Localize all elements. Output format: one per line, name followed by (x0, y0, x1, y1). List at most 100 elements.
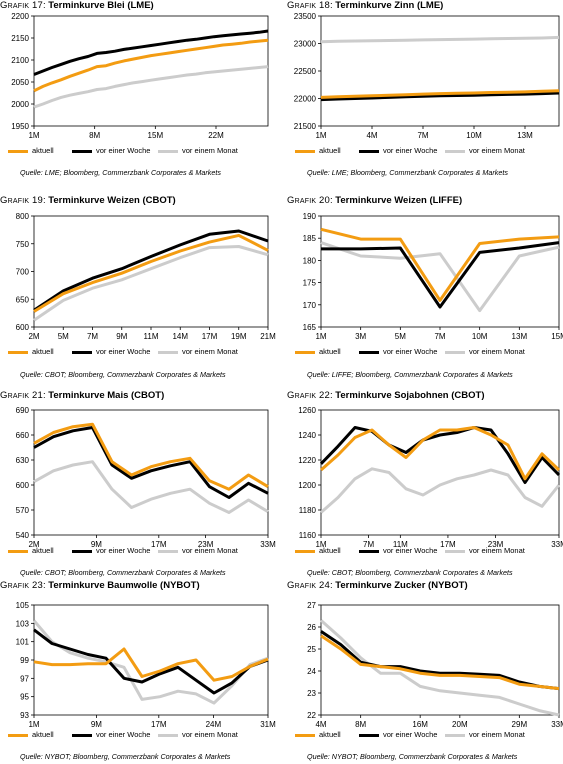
chart-source: Quelle: CBOT; Bloomberg, Commerzbank Cor… (20, 370, 226, 379)
series-line-woche (33, 426, 269, 499)
legend-label: aktuell (32, 546, 54, 555)
legend-swatch (359, 734, 379, 737)
chart-source: Quelle: CBOT; Bloomberg, Commerzbank Cor… (307, 568, 513, 577)
legend-swatch (8, 150, 28, 153)
x-tick-label: 9M (116, 332, 127, 341)
x-tick-label: 7M (87, 332, 98, 341)
series-line-aktuell (33, 647, 269, 682)
x-tick-label: 33M (260, 540, 276, 549)
chart-title-prefix: Grafik 20 (287, 195, 331, 206)
x-tick-label: 23M (198, 540, 214, 549)
y-tick-label: 1180 (299, 506, 317, 515)
x-tick-label: 21M (260, 332, 276, 341)
x-tick-label: 3M (355, 332, 366, 341)
y-tick-label: 630 (16, 456, 30, 465)
y-tick-label: 2150 (11, 34, 29, 43)
y-tick-label: 1200 (298, 481, 316, 490)
legend-label: vor einer Woche (383, 546, 438, 555)
chart-title-text: Terminkurve Zinn (LME) (335, 0, 444, 11)
series-line-aktuell (33, 422, 269, 491)
legend-swatch (72, 351, 92, 354)
y-tick-label: 1160 (299, 531, 317, 540)
chart-title-text: Terminkurve Weizen (LIFFE) (335, 195, 463, 206)
y-tick-label: 600 (16, 481, 30, 490)
x-tick-label: 9M (91, 540, 102, 549)
plot-frame (320, 409, 560, 536)
chart-svg: 22 23 24 25 26 27 4M 8M 16M 20M 29M 33M (307, 601, 563, 729)
x-tick-label: 33M (551, 720, 563, 729)
y-tick-label: 800 (16, 212, 30, 221)
chart-source: Quelle: LME; Bloomberg, Commerzbank Corp… (307, 168, 508, 177)
chart-title-prefix: Grafik 19 (0, 195, 44, 206)
legend-swatch (8, 351, 28, 354)
y-tick-label: 165 (303, 323, 317, 332)
chart-source: Quelle: NYBOT; Bloomberg, Commerzbank Co… (307, 752, 518, 761)
y-tick-label: 97 (20, 674, 29, 683)
legend-label: aktuell (32, 347, 54, 356)
legend-label: aktuell (319, 146, 341, 155)
plot-frame (320, 215, 560, 328)
chart-source: Quelle: CBOT; Bloomberg, Commerzbank Cor… (20, 568, 226, 577)
y-tick-label: 101 (16, 638, 30, 647)
legend-label: vor einer Woche (383, 347, 438, 356)
legend-swatch (359, 550, 379, 553)
chart-title: Grafik 23: Terminkurve Baumwolle (NYBOT) (0, 580, 200, 591)
x-tick-label: 29M (512, 720, 528, 729)
y-tick-label: 1260 (298, 406, 316, 415)
x-tick-label: 22M (208, 131, 224, 140)
plot-frame (320, 15, 560, 127)
x-tick-label: 4M (315, 720, 326, 729)
x-tick-label: 20M (452, 720, 468, 729)
legend-swatch (158, 150, 178, 153)
series-line-monat (33, 65, 269, 109)
chart-title-prefix: Grafik 23 (0, 580, 44, 591)
chart-source: Quelle: LME; Bloomberg, Commerzbank Corp… (20, 168, 221, 177)
series-line-aktuell (320, 89, 560, 99)
x-tick-label: 17M (202, 332, 218, 341)
y-tick-label: 25 (307, 645, 316, 654)
y-tick-label: 2200 (11, 12, 29, 21)
plot-frame (33, 409, 269, 536)
y-tick-label: 660 (16, 431, 30, 440)
legend-swatch (158, 351, 178, 354)
chart-title-prefix: Grafik 24 (287, 580, 331, 591)
plot-frame (33, 15, 269, 127)
x-tick-label: 17M (151, 540, 167, 549)
y-tick-label: 24 (307, 667, 316, 676)
x-tick-label: 31M (260, 720, 276, 729)
chart-title-prefix: Grafik 18 (287, 0, 331, 11)
chart-svg: 93 95 97 99 101 103 105 1M 9M 17M 24M 31M (16, 601, 276, 729)
series-line-aktuell (320, 227, 560, 302)
x-tick-label: 14M (172, 332, 188, 341)
legend-swatch (295, 150, 315, 153)
x-tick-label: 5M (58, 332, 69, 341)
series-line-monat (320, 467, 561, 514)
chart-title-text: Terminkurve Sojabohnen (CBOT) (335, 390, 485, 401)
y-tick-label: 22 (307, 711, 316, 720)
legend-label: vor einer Woche (96, 347, 151, 356)
legend-swatch (295, 734, 315, 737)
x-tick-label: 13M (517, 131, 533, 140)
series-line-aktuell (33, 233, 269, 313)
chart-svg: 21500 22000 22500 23000 23500 1M 4M 7M 10M 13M (294, 12, 560, 140)
legend-label: vor einem Monat (182, 546, 238, 555)
chart-title: Grafik 17: Terminkurve Blei (LME) (0, 0, 154, 11)
legend-swatch (72, 550, 92, 553)
series-line-monat (320, 35, 560, 44)
y-tick-label: 23000 (294, 40, 317, 49)
legend-label: aktuell (319, 347, 341, 356)
chart-title: Grafik 20: Terminkurve Weizen (LIFFE) (287, 195, 463, 206)
y-tick-label: 21500 (294, 122, 317, 131)
legend-label: vor einem Monat (469, 347, 525, 356)
chart-title: Grafik 24: Terminkurve Zucker (NYBOT) (287, 580, 468, 591)
legend-label: vor einem Monat (182, 146, 238, 155)
series-line-monat (32, 619, 269, 705)
legend-swatch (359, 150, 379, 153)
y-tick-label: 1240 (298, 431, 316, 440)
series-line-monat (320, 241, 560, 313)
x-tick-label: 17M (440, 540, 456, 549)
legend-swatch (445, 734, 465, 737)
chart-title: Grafik 19: Terminkurve Weizen (CBOT) (0, 195, 176, 206)
series-line-monat (33, 245, 269, 322)
legend-swatch (8, 734, 28, 737)
